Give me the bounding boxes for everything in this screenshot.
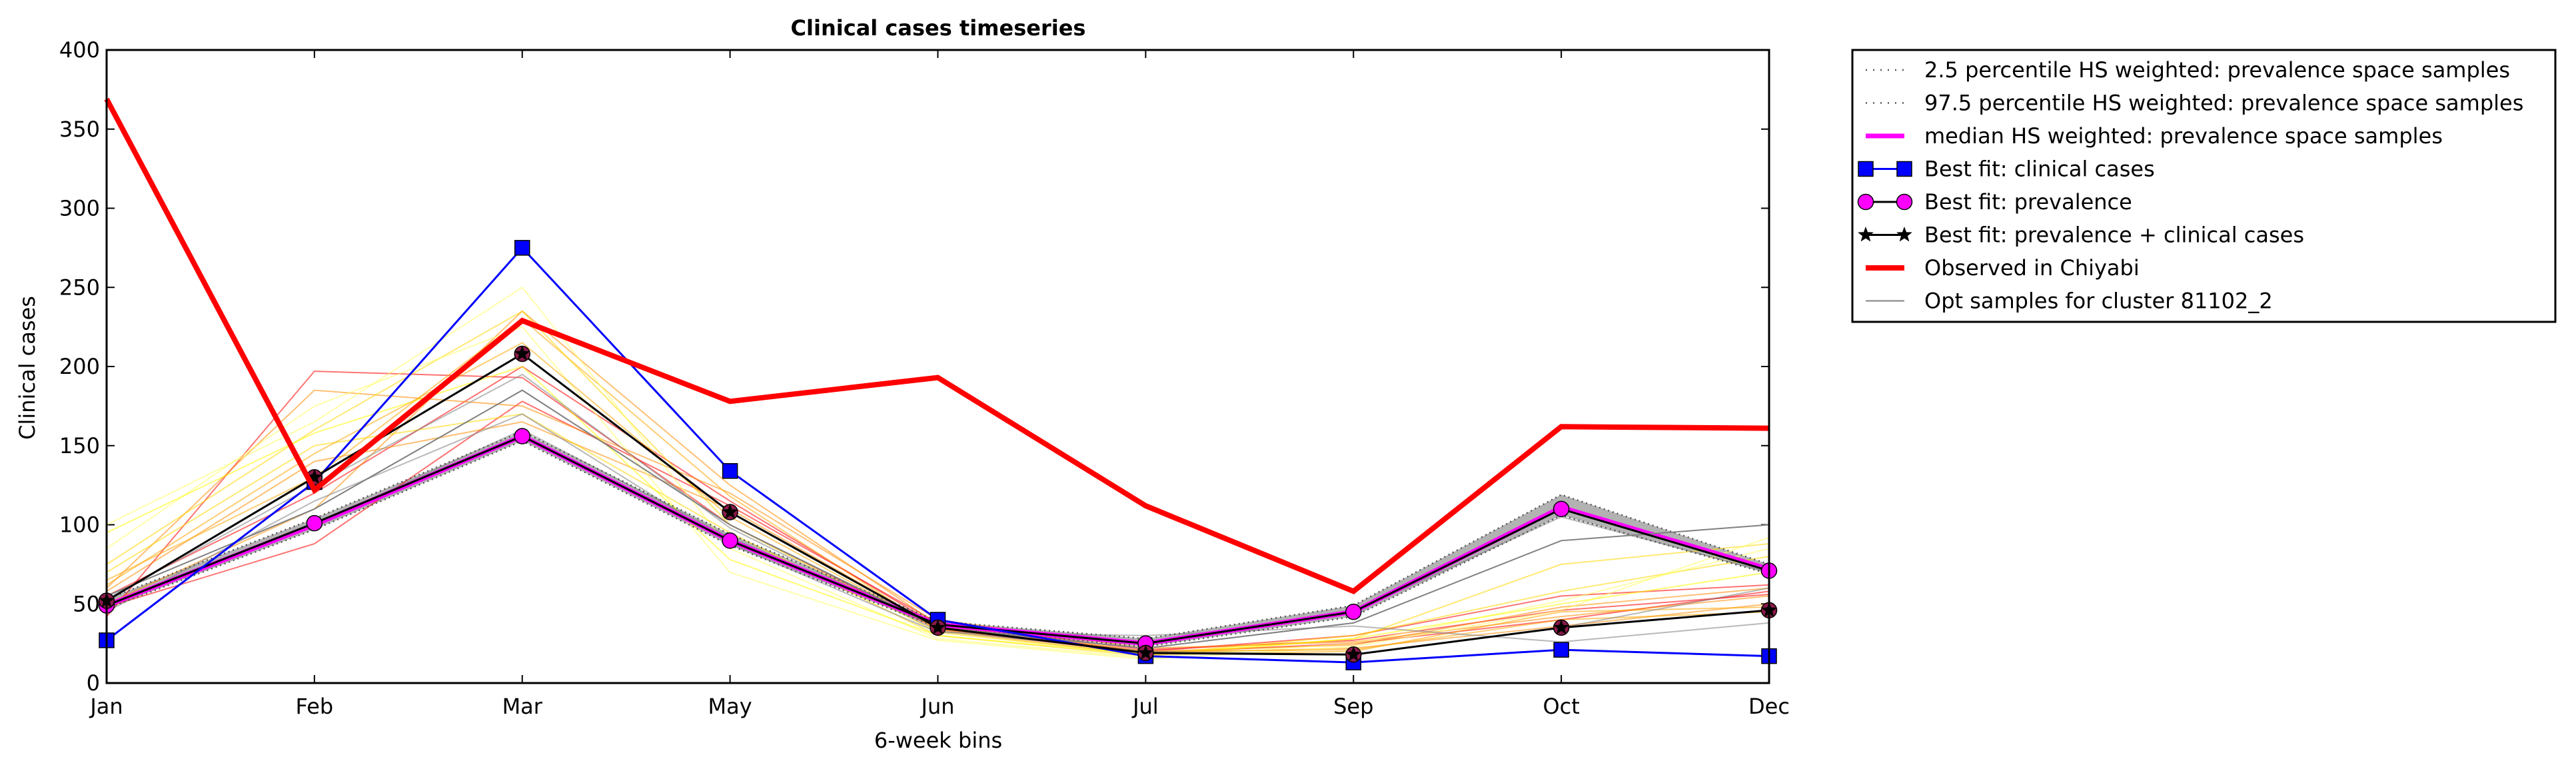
legend-marker (1896, 227, 1912, 242)
bf-prev-marker (1553, 500, 1570, 517)
x-tick-label: Jan (89, 694, 123, 719)
x-tick-label: May (708, 694, 752, 719)
legend-label: 97.5 percentile HS weighted: prevalence … (1924, 91, 2523, 116)
legend-label: 2.5 percentile HS weighted: prevalence s… (1924, 57, 2510, 83)
bf-both-marker (1345, 646, 1362, 662)
legend-entry: 2.5 percentile HS weighted: prevalence s… (1866, 57, 2510, 83)
sample-line (106, 326, 1770, 660)
legend-entry: Best fit: prevalence + clinical cases (1858, 223, 2304, 248)
legend-marker (1896, 193, 1913, 211)
x-tick-label: Feb (296, 694, 334, 719)
legend-marker (1858, 227, 1874, 242)
bf-prev-marker (722, 532, 738, 549)
bf-prev-marker (1345, 603, 1362, 620)
axes-frame (105, 49, 1770, 684)
legend-box (1851, 49, 2557, 323)
legend-marker (1896, 161, 1912, 177)
y-tick-label: 150 (59, 433, 100, 458)
bf-prev-marker (514, 428, 530, 444)
bf-both-marker (514, 345, 530, 361)
x-axis-label: 6-week bins (874, 728, 1002, 753)
bf-both-marker (1553, 619, 1569, 634)
legend-entry: 97.5 percentile HS weighted: prevalence … (1866, 91, 2523, 116)
y-tick-label: 250 (59, 275, 100, 300)
bf-both-marker (930, 619, 946, 634)
bf-clin-marker (1553, 642, 1569, 658)
y-tick-label: 350 (59, 117, 100, 142)
bf-both-marker (1137, 644, 1154, 660)
legend-label: Observed in Chiyabi (1924, 255, 2140, 281)
x-tick-label: Jun (920, 694, 955, 719)
y-tick-label: 300 (59, 196, 100, 221)
legend-entry: Best fit: clinical cases (1858, 157, 2155, 182)
legend: 2.5 percentile HS weighted: prevalence s… (1851, 49, 2557, 323)
bf-clin-marker (722, 463, 738, 479)
y-tick-label: 100 (59, 512, 100, 538)
y-tick-label: 0 (87, 670, 100, 696)
y-axis-label: Clinical cases (15, 296, 40, 440)
y-tick-label: 400 (59, 37, 100, 63)
y-tick-label: 200 (59, 354, 100, 379)
legend-marker (1857, 193, 1874, 211)
bf-clin-marker (514, 240, 530, 256)
legend-entry: median HS weighted: prevalence space sam… (1866, 123, 2443, 149)
legend-entry: Best fit: prevalence (1857, 189, 2132, 215)
chart-title: Clinical cases timeseries (791, 15, 1086, 41)
x-tick-label: Jul (1131, 694, 1159, 719)
legend-entry: Observed in Chiyabi (1866, 255, 2140, 281)
bf-both-marker (722, 504, 738, 519)
legend-label: median HS weighted: prevalence space sam… (1924, 123, 2443, 149)
x-tick-label: Dec (1748, 694, 1790, 719)
plot-area: 0 50 100 150 200 250 300 350 400 Jan Feb Mar May Jun J… (59, 37, 1790, 719)
x-tick-label: Sep (1333, 694, 1373, 719)
series-line-observed (104, 97, 1770, 594)
y-tick-label: 50 (73, 591, 100, 616)
legend-label: Best fit: prevalence + clinical cases (1924, 223, 2304, 248)
legend-label: Opt samples for cluster 81102_2 (1924, 289, 2273, 314)
legend-label: Best fit: prevalence (1924, 189, 2132, 215)
bf-prev-marker (306, 514, 323, 532)
x-tick-label: Mar (502, 694, 543, 719)
legend-marker (1858, 161, 1874, 177)
legend-entry: Opt samples for cluster 81102_2 (1866, 289, 2273, 314)
legend-label: Best fit: clinical cases (1924, 157, 2155, 182)
x-tick-label: Oct (1543, 694, 1579, 719)
